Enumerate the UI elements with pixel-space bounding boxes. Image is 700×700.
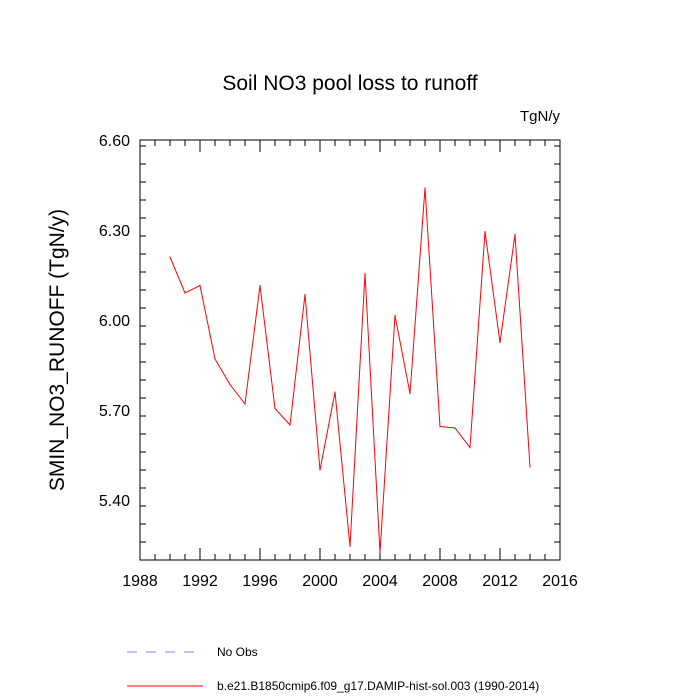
data-point xyxy=(274,407,276,410)
data-point xyxy=(169,256,171,258)
data-point xyxy=(214,358,216,360)
data-point xyxy=(229,383,231,386)
data-point xyxy=(184,292,186,294)
plot-frame xyxy=(139,139,561,561)
data-point xyxy=(319,469,321,471)
data-point xyxy=(244,403,246,405)
chart-title: Soil NO3 pool loss to runoff xyxy=(222,72,477,95)
y-tick-label: 5.40 xyxy=(99,493,130,510)
data-point xyxy=(334,391,336,393)
data-point xyxy=(394,314,396,317)
data-point xyxy=(424,187,426,189)
x-tick-label: 2012 xyxy=(482,573,518,590)
data-point xyxy=(199,284,201,287)
data-point xyxy=(529,466,531,468)
legend: No Obs b.e21.B1850cmip6.f09_g17.DAMIP-his… xyxy=(127,645,539,693)
data-point xyxy=(484,230,486,233)
data-point xyxy=(409,392,411,395)
legend-label: b.e21.B1850cmip6.f09_g17.DAMIP-hist-sol.… xyxy=(217,679,539,693)
x-tick-label: 1992 xyxy=(182,573,218,590)
plot-area: 1988 1992 1996 2000 2004 2008 2012 2016 5.40 5.70… xyxy=(99,133,578,590)
data-point xyxy=(499,341,501,344)
data-point xyxy=(439,425,441,428)
x-tick-label: 2008 xyxy=(422,573,458,590)
x-tick-label: 1996 xyxy=(242,573,278,590)
series-line-0 xyxy=(169,187,531,553)
data-point xyxy=(259,284,261,287)
y-axis-label: SMIN_NO3_RUNOFF (TgN/y) xyxy=(46,209,69,491)
x-tick-label: 2000 xyxy=(302,573,338,590)
data-point xyxy=(349,545,351,548)
y-tick-label: 6.60 xyxy=(99,133,130,150)
units-label: TgN/y xyxy=(520,108,561,125)
data-point xyxy=(379,551,381,554)
data-point xyxy=(469,446,471,449)
data-point xyxy=(454,427,456,429)
data-point xyxy=(514,233,516,236)
x-tick-label: 1988 xyxy=(122,573,158,590)
y-tick-label: 5.70 xyxy=(99,403,130,420)
legend-label: No Obs xyxy=(217,645,258,659)
x-tick-label: 2004 xyxy=(362,573,398,590)
data-point xyxy=(304,293,306,296)
x-tick-label: 2016 xyxy=(542,573,578,590)
y-tick-label: 6.30 xyxy=(99,223,130,240)
data-point xyxy=(364,272,366,275)
data-point xyxy=(289,424,291,426)
y-tick-label: 6.00 xyxy=(99,313,130,330)
